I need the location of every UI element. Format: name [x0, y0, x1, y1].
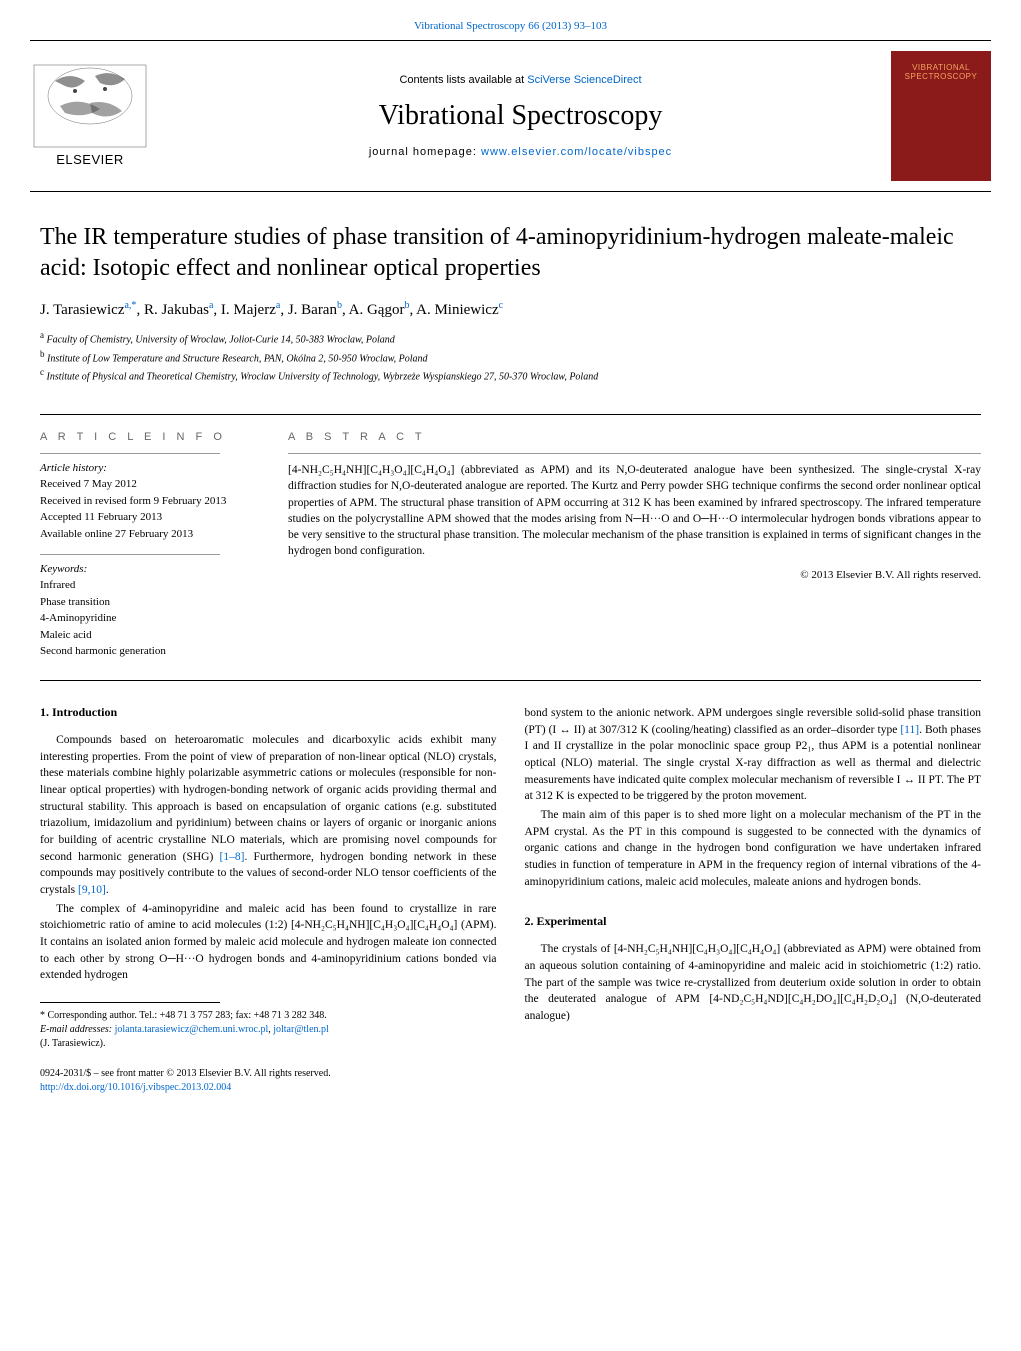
- article-title: The IR temperature studies of phase tran…: [40, 222, 981, 284]
- header-center: Contents lists available at SciVerse Sci…: [166, 74, 875, 158]
- left-column: 1. Introduction Compounds based on heter…: [40, 705, 497, 1051]
- contents-available-line: Contents lists available at SciVerse Sci…: [166, 74, 875, 86]
- article-info-heading: A R T I C L E I N F O: [40, 431, 260, 443]
- ref-1-8[interactable]: [1–8]: [220, 851, 245, 863]
- abstract-copyright: © 2013 Elsevier B.V. All rights reserved…: [288, 569, 981, 581]
- col2-paragraph-1: bond system to the anionic network. APM …: [525, 705, 982, 805]
- history-label: Article history:: [40, 462, 260, 474]
- elsevier-logo: ELSEVIER: [30, 61, 150, 171]
- homepage-link[interactable]: www.elsevier.com/locate/vibspec: [481, 146, 672, 158]
- journal-cover-thumbnail: VIBRATIONAL SPECTROSCOPY: [891, 51, 991, 181]
- intro-paragraph-2: The complex of 4-aminopyridine and malei…: [40, 901, 497, 984]
- experimental-paragraph-1: The crystals of [4-NH₂C₅H₄NH][C₄H₃O₄][C₄…: [525, 941, 982, 1024]
- bottom-copyright-section: 0924-2031/$ – see front matter © 2013 El…: [0, 1061, 1021, 1115]
- keyword-lines: InfraredPhase transition4-AminopyridineM…: [40, 577, 260, 660]
- introduction-heading: 1. Introduction: [40, 705, 497, 720]
- sciverse-link[interactable]: SciVerse ScienceDirect: [527, 74, 641, 86]
- top-citation-link: Vibrational Spectroscopy 66 (2013) 93–10…: [0, 0, 1021, 40]
- corresponding-author-footnote: * Corresponding author. Tel.: +48 71 3 7…: [40, 1009, 497, 1051]
- ref-9-10[interactable]: [9,10]: [78, 884, 106, 896]
- doi-link[interactable]: http://dx.doi.org/10.1016/j.vibspec.2013…: [40, 1082, 231, 1093]
- abstract-text: [4-NH₂C₅H₄NH][C₄H₃O₄][C₄H₄O₄] (abbreviat…: [288, 462, 981, 559]
- journal-name: Vibrational Spectroscopy: [166, 100, 875, 132]
- affiliations: a Faculty of Chemistry, University of Wr…: [40, 329, 981, 384]
- keywords-label: Keywords:: [40, 563, 260, 575]
- body-columns: 1. Introduction Compounds based on heter…: [0, 681, 1021, 1061]
- experimental-heading: 2. Experimental: [525, 914, 982, 929]
- info-abstract-block: A R T I C L E I N F O Article history: R…: [40, 414, 981, 681]
- svg-text:ELSEVIER: ELSEVIER: [56, 152, 124, 167]
- front-matter-line: 0924-2031/$ – see front matter © 2013 El…: [40, 1067, 981, 1081]
- footnote-separator: [40, 1002, 220, 1003]
- citation-link[interactable]: Vibrational Spectroscopy 66 (2013) 93–10…: [414, 20, 607, 32]
- right-column: bond system to the anionic network. APM …: [525, 705, 982, 1051]
- ref-11[interactable]: [11]: [900, 724, 919, 736]
- author-list: J. Tarasiewicza,*, R. Jakubasa, I. Majer…: [40, 300, 981, 319]
- email-link-2[interactable]: joltar@tlen.pl: [273, 1024, 329, 1035]
- homepage-line: journal homepage: www.elsevier.com/locat…: [166, 146, 875, 158]
- email-link-1[interactable]: jolanta.tarasiewicz@chem.uni.wroc.pl: [115, 1024, 269, 1035]
- journal-header: ELSEVIER Contents lists available at Sci…: [0, 41, 1021, 191]
- intro-paragraph-1: Compounds based on heteroaromatic molecu…: [40, 732, 497, 899]
- abstract-heading: A B S T R A C T: [288, 431, 981, 443]
- abstract-column: A B S T R A C T [4-NH₂C₅H₄NH][C₄H₃O₄][C₄…: [288, 431, 981, 660]
- col2-paragraph-2: The main aim of this paper is to shed mo…: [525, 807, 982, 890]
- article-info-column: A R T I C L E I N F O Article history: R…: [40, 431, 260, 660]
- title-section: The IR temperature studies of phase tran…: [0, 192, 1021, 394]
- history-lines: Received 7 May 2012Received in revised f…: [40, 476, 260, 542]
